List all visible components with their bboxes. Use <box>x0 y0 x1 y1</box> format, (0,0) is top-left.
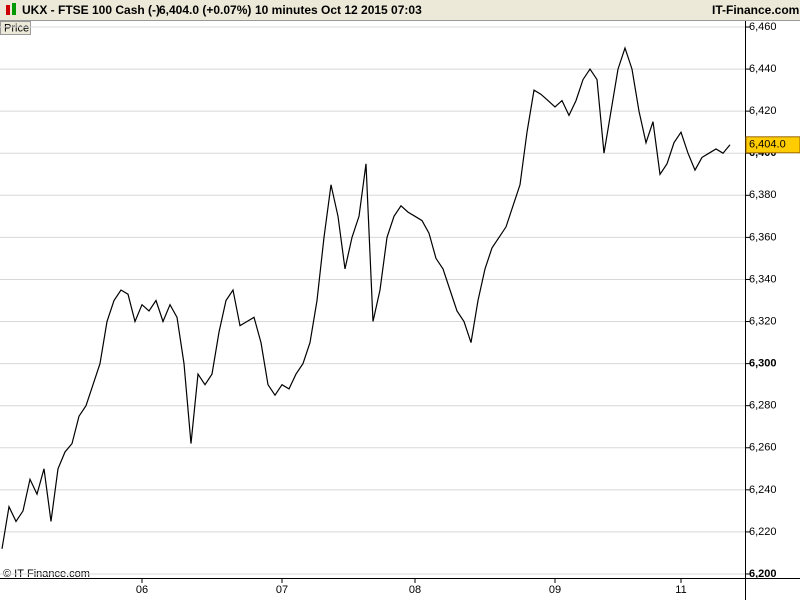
background <box>0 21 800 600</box>
panel-label: Price <box>4 22 29 34</box>
chart: Price © IT-Finance.com 6,2006,2206,2406,… <box>0 21 800 600</box>
y-tick-label: 6,220 <box>749 526 777 538</box>
y-tick-label: 6,420 <box>749 105 777 117</box>
interval: 10 minutes <box>255 3 318 17</box>
last-price-label: 6,404.0 <box>749 139 786 151</box>
price-line <box>1 46 731 549</box>
header-bar: UKX - FTSE 100 Cash (-) 6,404.0 (+0.07%)… <box>0 0 800 21</box>
y-tick-label: 6,440 <box>749 63 777 75</box>
symbol: UKX - FTSE 100 Cash (-) <box>22 3 161 17</box>
y-tick-label: 6,240 <box>749 484 777 496</box>
y-tick-label: 6,340 <box>749 273 777 285</box>
brand: IT-Finance.com <box>712 3 800 17</box>
y-tick-label: 6,380 <box>749 189 777 201</box>
y-tick-label: 6,300 <box>749 358 777 370</box>
y-tick-label: 6,360 <box>749 231 777 243</box>
app-icon <box>6 3 16 15</box>
y-tick-label: 6,460 <box>749 21 777 33</box>
x-tick-label: 08 <box>409 584 421 596</box>
panel-tab[interactable] <box>0 21 31 35</box>
last-price-box <box>745 136 800 154</box>
x-tick-label: 11 <box>675 584 686 596</box>
y-tick-label: 6,280 <box>749 400 777 412</box>
quote: 6,404.0 (+0.07%) <box>159 3 252 17</box>
datetime: Oct 12 2015 07:03 <box>321 3 422 17</box>
x-tick-label: 06 <box>136 584 148 596</box>
y-tick-label: 6,260 <box>749 442 777 454</box>
x-tick-label: 09 <box>549 584 561 596</box>
y-tick-label: 6,320 <box>749 315 777 327</box>
y-tick-label: 6,200 <box>749 568 777 580</box>
x-tick-label: 07 <box>276 584 288 596</box>
